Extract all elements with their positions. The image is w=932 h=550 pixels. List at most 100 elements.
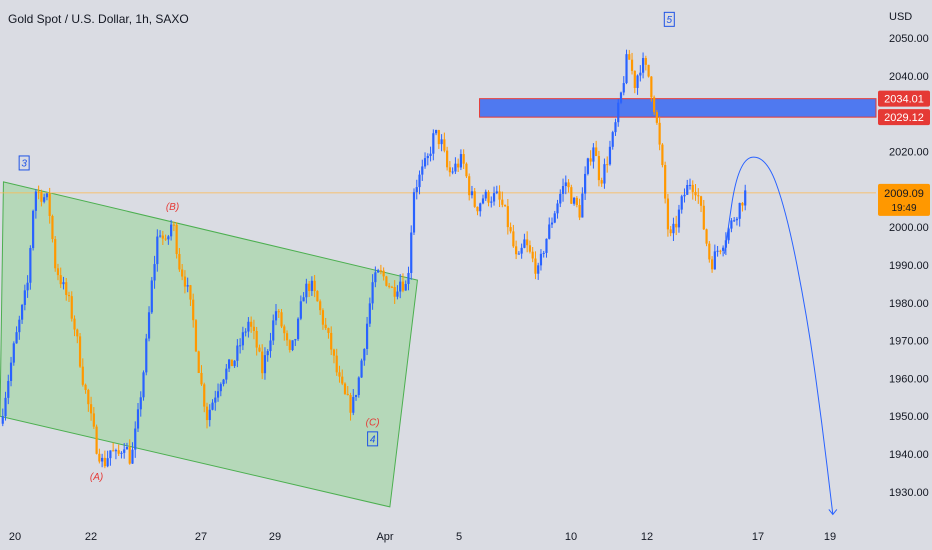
candle-body [296, 318, 300, 340]
candle-body [136, 409, 140, 429]
candle-body [305, 283, 308, 298]
candle-body [487, 191, 490, 203]
candle-body [423, 158, 427, 167]
x-tick-label: 10 [565, 531, 577, 543]
candle-body [56, 268, 60, 276]
candle-body [655, 112, 658, 123]
y-tick-label: 1960.00 [889, 373, 929, 385]
candle-body [476, 206, 479, 212]
candle-body [62, 282, 65, 285]
candle-body [669, 229, 672, 234]
candle-body [484, 191, 487, 199]
candle-body [603, 164, 606, 184]
candle-body [501, 199, 504, 205]
zone-upper-tag: 2034.01 [884, 94, 924, 106]
candle-body [239, 345, 242, 347]
candle-body [628, 54, 631, 60]
corrective-channel[interactable] [0, 181, 419, 508]
y-tick-label: 1980.00 [889, 298, 929, 310]
candle-body [153, 264, 156, 281]
candle-body [520, 247, 523, 254]
candle-body [371, 282, 374, 304]
candle-body [40, 191, 43, 202]
candle-body [548, 224, 551, 239]
candle-body [492, 193, 496, 202]
candle-body [34, 191, 37, 211]
candle-body [595, 147, 598, 157]
candle-body [592, 147, 595, 162]
candle-body [45, 193, 49, 198]
candle-body [181, 269, 184, 277]
candle-body [586, 158, 589, 174]
candle-body [78, 336, 82, 367]
candle-body [109, 450, 112, 459]
candle-body [15, 332, 18, 344]
candle-body [404, 284, 407, 291]
candle-body [451, 171, 454, 173]
candle-body [327, 328, 330, 333]
candle-body [230, 359, 233, 367]
candle-body [37, 191, 40, 193]
candle-body [517, 253, 520, 255]
candle-body [421, 166, 424, 175]
candle-body [43, 197, 46, 202]
candle-body [114, 450, 118, 452]
zone-upper-tag-bg [878, 90, 930, 107]
candle-body [324, 324, 327, 329]
candle-body [183, 276, 187, 287]
candle-body [197, 351, 200, 373]
candle-body [274, 311, 278, 321]
candle-body [542, 252, 545, 254]
candle-body [650, 76, 653, 98]
wave-label-6: 5 [667, 15, 673, 26]
candle-body [675, 223, 678, 228]
candle-body [241, 332, 244, 346]
candle-body [390, 286, 394, 288]
candle-body [412, 192, 416, 233]
candle-body [349, 395, 352, 413]
time-axis[interactable]: 20 22 27 29 Apr 5 10 12 17 19 [9, 531, 836, 543]
wave-labels: 3 (B) (A) (C) 4 5 [18, 11, 675, 483]
projection-arrow[interactable] [724, 156, 838, 516]
candle-body [321, 310, 325, 325]
candle-body [407, 272, 410, 285]
candle-body [733, 220, 736, 222]
candle-body [368, 303, 371, 324]
candle-body [120, 452, 123, 454]
candle-body [95, 426, 98, 454]
candle-body [266, 351, 269, 356]
wave-label-5: 4 [370, 434, 376, 445]
resistance-zone[interactable] [479, 98, 877, 118]
candle-body [285, 333, 289, 341]
candle-body [225, 368, 228, 380]
candle-body [263, 355, 267, 374]
candle-body [112, 450, 115, 452]
candle-body [338, 372, 341, 377]
x-tick-label: 5 [456, 531, 462, 543]
candle-body [556, 203, 559, 214]
y-tick-label: 2000.00 [889, 222, 929, 234]
y-tick-label: 1940.00 [889, 449, 929, 461]
candle-body [84, 384, 87, 390]
candle-body [396, 291, 399, 297]
candle-body [666, 198, 670, 230]
candle-body [429, 153, 432, 156]
candle-body [189, 285, 192, 300]
candle-body [48, 193, 51, 216]
candle-body [686, 184, 689, 195]
candle-body [70, 296, 73, 319]
candle-body [216, 391, 220, 398]
candle-body [352, 396, 355, 413]
candle-body [744, 190, 747, 206]
candle-body [694, 191, 697, 196]
candle-body [142, 372, 145, 398]
candle-body [7, 380, 10, 398]
candle-body [186, 285, 189, 287]
x-tick-label: 22 [85, 531, 97, 543]
candle-body [272, 320, 275, 341]
wave-label-3: (A) [90, 472, 103, 483]
candle-body [531, 251, 534, 259]
candle-body [545, 238, 548, 253]
candle-body [393, 287, 396, 297]
